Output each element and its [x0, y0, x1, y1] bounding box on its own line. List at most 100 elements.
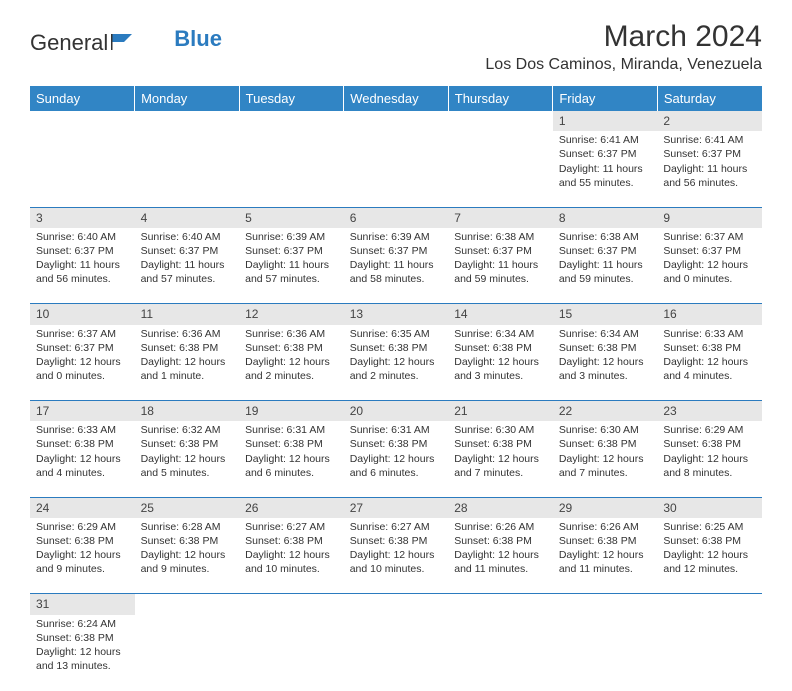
daylight-text: Daylight: 12 hours and 6 minutes.	[245, 452, 338, 480]
weekday-header: Friday	[553, 86, 658, 111]
day-data-cell	[239, 131, 344, 207]
day-number-cell: 26	[239, 497, 344, 518]
logo: General Blue	[30, 30, 222, 56]
sunset-text: Sunset: 6:37 PM	[141, 244, 234, 258]
daylight-text: Daylight: 12 hours and 2 minutes.	[350, 355, 443, 383]
day-number-cell	[239, 111, 344, 131]
day-data-row: Sunrise: 6:41 AMSunset: 6:37 PMDaylight:…	[30, 131, 762, 207]
day-number-cell	[135, 111, 240, 131]
sunset-text: Sunset: 6:37 PM	[454, 244, 547, 258]
daylight-text: Daylight: 12 hours and 3 minutes.	[454, 355, 547, 383]
day-data-cell: Sunrise: 6:40 AMSunset: 6:37 PMDaylight:…	[30, 228, 135, 304]
sunrise-text: Sunrise: 6:39 AM	[350, 230, 443, 244]
sunrise-text: Sunrise: 6:34 AM	[559, 327, 652, 341]
day-number-cell: 24	[30, 497, 135, 518]
daylight-text: Daylight: 12 hours and 0 minutes.	[663, 258, 756, 286]
sunset-text: Sunset: 6:37 PM	[245, 244, 338, 258]
sunset-text: Sunset: 6:38 PM	[245, 341, 338, 355]
daylight-text: Daylight: 11 hours and 57 minutes.	[245, 258, 338, 286]
daylight-text: Daylight: 12 hours and 7 minutes.	[559, 452, 652, 480]
sunrise-text: Sunrise: 6:24 AM	[36, 617, 129, 631]
day-data-cell: Sunrise: 6:26 AMSunset: 6:38 PMDaylight:…	[448, 518, 553, 594]
sunset-text: Sunset: 6:38 PM	[141, 437, 234, 451]
day-number-cell: 7	[448, 207, 553, 228]
day-number-cell: 8	[553, 207, 658, 228]
day-number-cell: 3	[30, 207, 135, 228]
sunrise-text: Sunrise: 6:37 AM	[36, 327, 129, 341]
day-data-cell: Sunrise: 6:39 AMSunset: 6:37 PMDaylight:…	[239, 228, 344, 304]
daylight-text: Daylight: 11 hours and 55 minutes.	[559, 162, 652, 190]
day-data-cell: Sunrise: 6:30 AMSunset: 6:38 PMDaylight:…	[553, 421, 658, 497]
day-data-row: Sunrise: 6:24 AMSunset: 6:38 PMDaylight:…	[30, 615, 762, 691]
day-number-row: 3456789	[30, 207, 762, 228]
day-data-row: Sunrise: 6:40 AMSunset: 6:37 PMDaylight:…	[30, 228, 762, 304]
sunrise-text: Sunrise: 6:31 AM	[350, 423, 443, 437]
sunrise-text: Sunrise: 6:40 AM	[141, 230, 234, 244]
sunrise-text: Sunrise: 6:40 AM	[36, 230, 129, 244]
day-data-cell: Sunrise: 6:31 AMSunset: 6:38 PMDaylight:…	[344, 421, 449, 497]
sunset-text: Sunset: 6:38 PM	[141, 341, 234, 355]
day-data-cell	[135, 615, 240, 691]
sunrise-text: Sunrise: 6:29 AM	[36, 520, 129, 534]
sunset-text: Sunset: 6:38 PM	[559, 341, 652, 355]
weekday-header: Wednesday	[344, 86, 449, 111]
day-data-cell: Sunrise: 6:25 AMSunset: 6:38 PMDaylight:…	[657, 518, 762, 594]
day-number-cell: 19	[239, 401, 344, 422]
sunset-text: Sunset: 6:37 PM	[559, 244, 652, 258]
day-number-cell: 23	[657, 401, 762, 422]
weekday-header: Thursday	[448, 86, 553, 111]
day-data-cell: Sunrise: 6:29 AMSunset: 6:38 PMDaylight:…	[30, 518, 135, 594]
day-number-cell: 29	[553, 497, 658, 518]
sunrise-text: Sunrise: 6:38 AM	[559, 230, 652, 244]
day-data-cell	[553, 615, 658, 691]
title-block: March 2024 Los Dos Caminos, Miranda, Ven…	[485, 20, 762, 74]
day-number-cell: 10	[30, 304, 135, 325]
daylight-text: Daylight: 12 hours and 10 minutes.	[350, 548, 443, 576]
day-number-cell: 20	[344, 401, 449, 422]
sunset-text: Sunset: 6:38 PM	[559, 437, 652, 451]
sunset-text: Sunset: 6:38 PM	[36, 534, 129, 548]
day-data-cell: Sunrise: 6:31 AMSunset: 6:38 PMDaylight:…	[239, 421, 344, 497]
weekday-header-row: Sunday Monday Tuesday Wednesday Thursday…	[30, 86, 762, 111]
sunset-text: Sunset: 6:38 PM	[663, 437, 756, 451]
day-data-cell	[657, 615, 762, 691]
day-number-cell: 28	[448, 497, 553, 518]
header: General Blue March 2024 Los Dos Caminos,…	[0, 0, 792, 82]
sunset-text: Sunset: 6:38 PM	[245, 534, 338, 548]
sunrise-text: Sunrise: 6:30 AM	[454, 423, 547, 437]
day-number-cell: 30	[657, 497, 762, 518]
day-data-cell	[344, 131, 449, 207]
day-data-cell: Sunrise: 6:34 AMSunset: 6:38 PMDaylight:…	[553, 325, 658, 401]
daylight-text: Daylight: 12 hours and 1 minute.	[141, 355, 234, 383]
day-data-cell: Sunrise: 6:37 AMSunset: 6:37 PMDaylight:…	[30, 325, 135, 401]
day-data-cell: Sunrise: 6:39 AMSunset: 6:37 PMDaylight:…	[344, 228, 449, 304]
weekday-header: Sunday	[30, 86, 135, 111]
daylight-text: Daylight: 12 hours and 11 minutes.	[559, 548, 652, 576]
day-data-cell	[239, 615, 344, 691]
day-data-cell: Sunrise: 6:30 AMSunset: 6:38 PMDaylight:…	[448, 421, 553, 497]
daylight-text: Daylight: 11 hours and 57 minutes.	[141, 258, 234, 286]
day-number-cell: 27	[344, 497, 449, 518]
daylight-text: Daylight: 12 hours and 7 minutes.	[454, 452, 547, 480]
day-number-cell: 21	[448, 401, 553, 422]
sunset-text: Sunset: 6:38 PM	[454, 341, 547, 355]
day-data-cell: Sunrise: 6:33 AMSunset: 6:38 PMDaylight:…	[30, 421, 135, 497]
sunrise-text: Sunrise: 6:25 AM	[663, 520, 756, 534]
day-data-cell: Sunrise: 6:34 AMSunset: 6:38 PMDaylight:…	[448, 325, 553, 401]
sunrise-text: Sunrise: 6:31 AM	[245, 423, 338, 437]
day-data-cell: Sunrise: 6:35 AMSunset: 6:38 PMDaylight:…	[344, 325, 449, 401]
day-number-cell: 15	[553, 304, 658, 325]
sunset-text: Sunset: 6:38 PM	[454, 534, 547, 548]
daylight-text: Daylight: 12 hours and 8 minutes.	[663, 452, 756, 480]
weekday-header: Tuesday	[239, 86, 344, 111]
sunset-text: Sunset: 6:37 PM	[36, 341, 129, 355]
day-data-row: Sunrise: 6:29 AMSunset: 6:38 PMDaylight:…	[30, 518, 762, 594]
day-data-cell: Sunrise: 6:37 AMSunset: 6:37 PMDaylight:…	[657, 228, 762, 304]
day-number-cell: 11	[135, 304, 240, 325]
flag-icon	[110, 30, 134, 56]
sunrise-text: Sunrise: 6:26 AM	[454, 520, 547, 534]
daylight-text: Daylight: 12 hours and 5 minutes.	[141, 452, 234, 480]
daylight-text: Daylight: 12 hours and 3 minutes.	[559, 355, 652, 383]
day-data-cell	[448, 615, 553, 691]
day-data-cell	[448, 131, 553, 207]
